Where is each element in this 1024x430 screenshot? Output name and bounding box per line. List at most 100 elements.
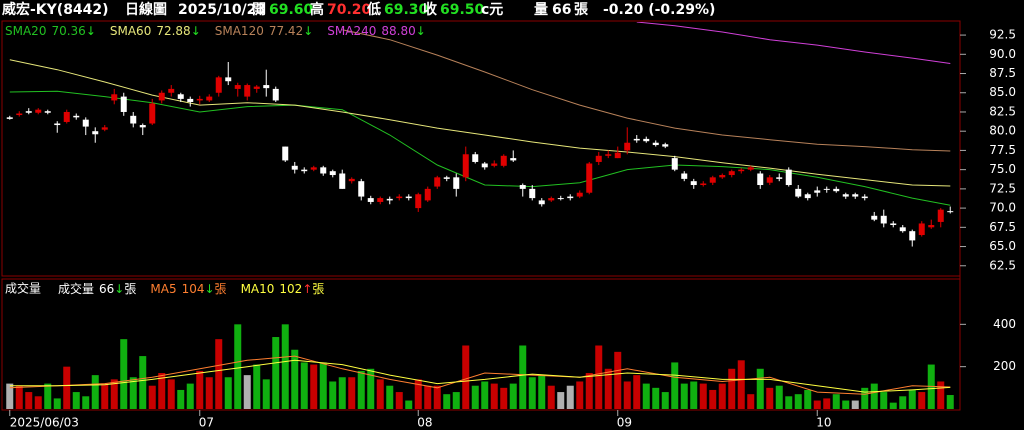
candle-body: [690, 181, 697, 186]
candle-body: [101, 127, 108, 130]
candle-body: [918, 223, 925, 236]
candle-body: [937, 209, 944, 222]
close-label: 收: [423, 1, 438, 18]
volume-bar: [63, 366, 71, 409]
volume-bar: [937, 381, 945, 409]
volume-bar: [709, 389, 717, 409]
legend: 成交量 66↓張 MA5 104↓張 MA10 102↑張: [58, 281, 324, 296]
y-tick-label: 92.5: [989, 28, 1016, 42]
volume-bar: [690, 381, 698, 409]
volume-bar: [823, 398, 831, 409]
candle-body: [909, 231, 916, 241]
candle-body: [899, 227, 906, 232]
y-tick-label: 67.5: [989, 220, 1016, 234]
candle-body: [472, 154, 479, 162]
volume-bar: [196, 370, 204, 409]
volume-bar: [158, 373, 166, 409]
volume-bar: [756, 368, 764, 409]
volume-bar: [148, 385, 156, 409]
candle-body: [567, 196, 574, 199]
x-tick-label: 08: [417, 416, 432, 430]
legend-value: 88.80: [381, 24, 415, 38]
volume-bar: [528, 377, 536, 409]
volume-bar: [433, 385, 441, 409]
candle-body: [187, 98, 194, 102]
candle-body: [738, 169, 745, 172]
candle-body: [700, 183, 707, 186]
candle-body: [595, 155, 602, 162]
candle-body: [348, 178, 355, 182]
candle-body: [215, 77, 222, 93]
candle-body: [662, 144, 669, 147]
volume-bar: [139, 356, 147, 409]
volume-bar: [576, 381, 584, 409]
volume-bar: [623, 381, 631, 409]
legend-unit: 張: [124, 282, 136, 296]
candle-body: [880, 215, 887, 224]
legend-trend: ↓: [416, 24, 426, 38]
open-value: 69.60: [269, 2, 314, 18]
volume-bar: [728, 368, 736, 409]
volume-bar: [585, 373, 593, 409]
chart-kind: 日線圖: [125, 1, 167, 18]
y-tick-label: 85.0: [989, 85, 1016, 99]
candle-body: [453, 177, 460, 189]
candle-body: [168, 88, 175, 93]
candle-body: [234, 85, 241, 89]
candle-body: [728, 171, 735, 176]
y-tick-label: 90.0: [989, 47, 1016, 61]
volume-bar: [452, 392, 460, 409]
volume-bar: [91, 375, 99, 409]
candle-body: [928, 225, 935, 228]
volume-bar: [129, 377, 137, 409]
volume-bar: [319, 362, 327, 409]
candle-body: [747, 167, 754, 170]
volume-bar: [72, 392, 80, 409]
moving-average-line: [9, 355, 951, 395]
date: 2025/10/23: [178, 2, 266, 18]
volume-bar: [861, 387, 869, 409]
volume-bar: [262, 379, 270, 409]
candle-body: [510, 158, 517, 161]
volume-bar: [680, 383, 688, 409]
candle-body: [63, 111, 70, 122]
y-tick-label: 75.0: [989, 162, 1016, 176]
change: -0.20 (-0.29%): [603, 2, 715, 18]
stock-name: 威宏-KY(8442): [2, 1, 109, 18]
moving-average-line: [9, 90, 951, 206]
volume-bar: [595, 345, 603, 409]
candle-body: [529, 188, 536, 199]
panel-title: 成交量: [5, 281, 41, 296]
moving-average-line: [342, 29, 951, 152]
volume-bar: [424, 385, 432, 409]
candle-body: [6, 117, 13, 119]
volume-bar: [614, 351, 622, 409]
y-tick-label: 62.5: [989, 258, 1016, 272]
candle-body: [795, 188, 802, 197]
candle-body: [481, 163, 488, 168]
open-label: 開: [252, 2, 266, 18]
moving-average-line: [9, 59, 951, 187]
volume-bar: [44, 383, 52, 409]
candle-body: [424, 188, 431, 201]
currency: c元: [481, 2, 503, 18]
volume-bar: [604, 368, 612, 409]
volume-bar: [253, 364, 261, 409]
legend-value: 70.36: [51, 24, 85, 38]
volume-bar: [538, 375, 546, 409]
candle-body: [320, 167, 327, 174]
legend-value: 66: [99, 282, 114, 296]
low-value: 69.30: [384, 2, 429, 18]
y-tick-label: 82.5: [989, 104, 1016, 118]
candle-body: [301, 169, 308, 172]
y-tick-label: 400: [993, 317, 1016, 331]
volume-bar: [519, 345, 527, 409]
legend-name: MA5: [150, 282, 176, 296]
volume-value: 66: [552, 2, 571, 18]
volume-bar: [813, 400, 821, 409]
volume-bar: [899, 396, 907, 409]
volume-bar: [53, 398, 61, 409]
legend-trend: ↓: [86, 24, 96, 38]
volume-bar: [766, 387, 774, 409]
